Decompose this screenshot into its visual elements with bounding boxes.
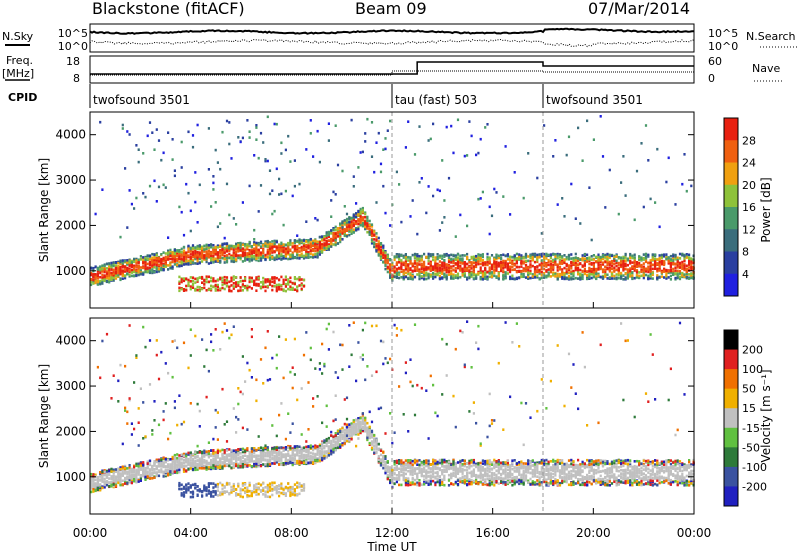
freq-tick-bottom: 8	[73, 72, 80, 85]
freq-label-line1: Freq.	[6, 54, 33, 67]
x-tick-label: 16:00	[475, 526, 510, 540]
y-tick-label: 4000	[55, 128, 86, 142]
velocity-colorbar: 200 100 50 15 -15 -50 -100 -200	[723, 329, 767, 507]
x-tick-label: 20:00	[576, 526, 611, 540]
colorbar-segment	[724, 251, 738, 275]
x-tick-label: 00:00	[677, 526, 712, 540]
power-panel: 1000 2000 3000 4000 Slant Range [km] 28 24 20…	[37, 111, 773, 309]
noise-right-tick-bottom: 10^0	[708, 40, 738, 53]
colorbar-segment	[724, 273, 738, 297]
colorbar-segment	[724, 140, 738, 163]
colorbar-frame	[723, 329, 739, 507]
noise-left-tick-bottom: 10^0	[58, 40, 88, 53]
freq-panel: Freq. [MHz] 18 8 60 0 Nave	[2, 54, 782, 85]
nave-tick-bottom: 0	[708, 72, 715, 85]
cpid-label: CPID	[8, 91, 37, 104]
freq-label-line2: [MHz]	[2, 67, 34, 80]
nsky-series	[89, 27, 695, 35]
colorbar-segment	[724, 388, 738, 409]
nave-tick-top: 60	[708, 55, 722, 68]
noise-right-tick-top: 10^5	[708, 27, 738, 40]
nave-label: Nave	[752, 62, 780, 75]
nsearch-series	[89, 38, 695, 48]
colorbar-segment	[724, 207, 738, 230]
colorbar-segment	[724, 184, 738, 208]
colorbar-segment	[724, 466, 738, 487]
colorbar-tick-label: 28	[742, 134, 756, 147]
colorbar-tick-label: -50	[742, 441, 760, 454]
colorbar-tick-label: 16	[742, 201, 756, 214]
colorbar-frame	[723, 117, 739, 297]
colorbar-segment	[724, 162, 738, 186]
cpid-row: CPID twofsound 3501 tau (fast) 503 twofsou…	[8, 84, 643, 108]
freq-tick-top: 18	[66, 55, 80, 68]
y-tick-label: 1000	[55, 264, 86, 278]
colorbar-segment	[724, 486, 738, 507]
x-tick-label: 00:00	[73, 526, 108, 540]
cpid-segment-label: twofsound 3501	[93, 93, 190, 107]
colorbar-tick-label: 20	[742, 179, 756, 192]
y-tick-label: 1000	[55, 470, 86, 484]
noise-panel-frame	[89, 23, 695, 53]
colorbar-tick-label: 200	[742, 344, 763, 357]
power-ylabel: Slant Range [km]	[37, 158, 51, 262]
colorbar-tick-label: 15	[742, 402, 756, 415]
colorbar-tick-label: 24	[742, 157, 756, 170]
beam-title: Beam 09	[355, 0, 427, 18]
colorbar-tick-label: 50	[742, 383, 756, 396]
y-tick-label: 4000	[55, 334, 86, 348]
power-data	[90, 112, 695, 308]
colorbar-segment	[724, 447, 738, 468]
velocity-y-ticks: 1000 2000 3000 4000	[55, 334, 694, 484]
freq-series	[90, 61, 694, 75]
colorbar-tick-label: 8	[742, 246, 749, 259]
station-title: Blackstone (fitACF)	[92, 0, 245, 18]
colorbar-segment	[724, 408, 738, 429]
noise-left-tick-top: 10^5	[58, 27, 88, 40]
colorbar-segment	[724, 229, 738, 252]
cpid-segment-label: tau (fast) 503	[395, 93, 477, 107]
x-tick-label: 08:00	[274, 526, 309, 540]
velocity-data	[90, 318, 695, 514]
cpid-segment-label: twofsound 3501	[546, 93, 643, 107]
velocity-colorbar-label: Velocity [m s⁻¹]	[759, 369, 773, 462]
x-axis: 00:00 04:00 08:00 12:00 16:00 20:00 00:00	[73, 302, 712, 540]
power-colorbar: 28 24 20 16 12 8 4	[723, 117, 756, 297]
colorbar-segment	[724, 330, 738, 351]
colorbar-tick-label: -15	[742, 422, 760, 435]
x-tick-label: 04:00	[173, 526, 208, 540]
colorbar-tick-label: -200	[742, 480, 767, 493]
date-title: 07/Mar/2014	[588, 0, 690, 18]
x-tick-label: 12:00	[375, 526, 410, 540]
power-y-ticks: 1000 2000 3000 4000	[55, 128, 694, 278]
y-tick-label: 3000	[55, 173, 86, 187]
colorbar-tick-label: -100	[742, 461, 767, 474]
y-tick-label: 2000	[55, 218, 86, 232]
velocity-panel: 1000 2000 3000 4000 Slant Range [km] 200 100…	[37, 317, 773, 515]
colorbar-segment	[724, 349, 738, 370]
colorbar-segment	[724, 118, 738, 141]
power-colorbar-label: Power [dB]	[759, 177, 773, 242]
y-tick-label: 3000	[55, 379, 86, 393]
nsky-label: N.Sky	[2, 30, 34, 43]
colorbar-tick-label: 100	[742, 363, 763, 376]
colorbar-tick-label: 4	[742, 268, 749, 281]
colorbar-segment	[724, 427, 738, 448]
velocity-ylabel: Slant Range [km]	[37, 364, 51, 468]
noise-panel: N.Sky 10^5 10^0 10^5 10^0 N.Search	[2, 23, 798, 53]
x-axis-label: Time UT	[366, 540, 417, 554]
y-tick-label: 2000	[55, 424, 86, 438]
colorbar-tick-label: 12	[742, 223, 756, 236]
freq-panel-frame	[89, 55, 695, 84]
colorbar-segment	[724, 369, 738, 390]
nsearch-label: N.Search	[746, 30, 796, 43]
